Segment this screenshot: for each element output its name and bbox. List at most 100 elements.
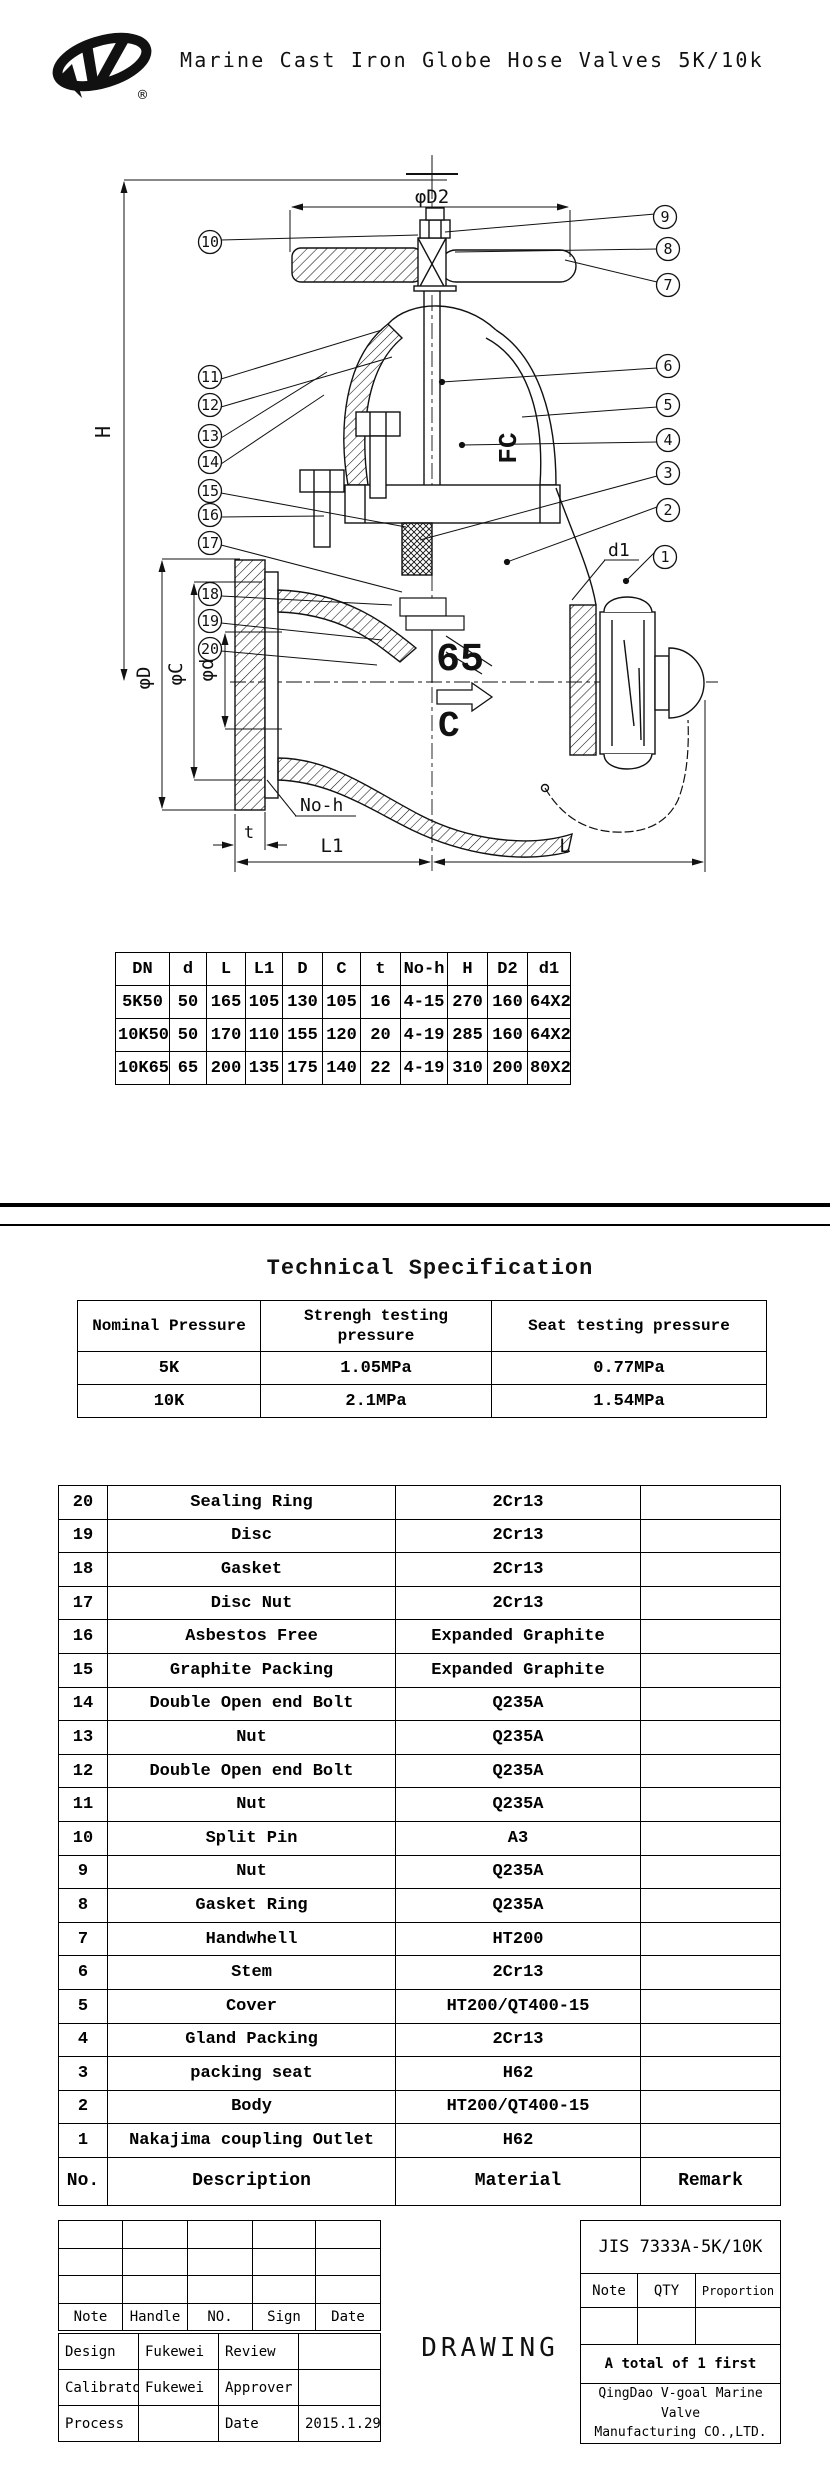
callout-3: 3 — [655, 460, 681, 486]
sheet-total: A total of 1 first — [579, 2344, 782, 2384]
handwheel-right — [439, 249, 577, 283]
body-right-curve — [555, 487, 597, 606]
valve-body-outline — [234, 207, 705, 858]
dimension-lines — [120, 156, 706, 872]
part-material-cell: HT200/QT400-15 — [395, 2089, 641, 2125]
part-material-cell: Q235A — [395, 1787, 641, 1822]
col-header: Note — [580, 2273, 638, 2308]
company-row: QingDao V-goal Marine Valve Manufacturin… — [579, 2383, 782, 2444]
drawing-number: JIS 7333A-5K/10K — [579, 2220, 782, 2274]
table-cell: 4-19 — [400, 1051, 448, 1085]
callout-9: 9 — [652, 204, 678, 230]
part-number-cell: 1 — [58, 2123, 108, 2158]
part-material-cell: A3 — [395, 1820, 641, 1856]
signature-cell: Date — [218, 2405, 299, 2442]
signature-cell: Approver — [218, 2369, 299, 2406]
callout-19: 19 — [197, 608, 223, 634]
svg-text:6: 6 — [663, 357, 672, 375]
table-cell: 50 — [169, 985, 207, 1019]
table-cell: 120 — [322, 1018, 361, 1052]
callout-6: 6 — [655, 353, 681, 379]
part-remark-cell — [640, 1988, 781, 2024]
table-cell: 160 — [487, 985, 528, 1019]
part-remark-cell — [640, 1552, 781, 1587]
packing-box — [401, 522, 433, 576]
label-d1: d1 — [608, 540, 630, 561]
signature-cell: Calibrator — [58, 2369, 139, 2406]
label-l1: L1 — [321, 835, 344, 857]
table-cell: 4-15 — [400, 985, 448, 1019]
signature-cell: Design — [58, 2333, 139, 2370]
svg-text:20: 20 — [201, 640, 219, 658]
drawing-number-row: JIS 7333A-5K/10K — [579, 2220, 782, 2274]
col-header: C — [322, 952, 361, 986]
lower-pipe-wall — [277, 757, 573, 858]
gasket-ring — [413, 285, 457, 292]
callout-2: 2 — [655, 497, 681, 523]
svg-text:9: 9 — [660, 208, 669, 226]
col-header: D2 — [487, 952, 528, 986]
part-description-cell: Nut — [107, 1787, 396, 1822]
part-material-cell: 2Cr13 — [395, 1585, 641, 1621]
part-description-cell: packing seat — [107, 2056, 396, 2091]
signature-row: Calibrator Fukewei Approver — [58, 2369, 381, 2406]
sheet-total-row: A total of 1 first — [579, 2344, 782, 2384]
callout-11: 11 — [197, 364, 223, 390]
part-description-cell: Disc — [107, 1518, 396, 1554]
label-dD: φD — [133, 667, 155, 690]
col-header: Remark — [640, 2156, 781, 2206]
parts-list-row: 9 Nut Q235A — [58, 1854, 781, 1890]
part-number-cell: 2 — [58, 2089, 108, 2125]
part-number-cell: 14 — [58, 1686, 108, 1722]
company-line-1: QingDao V-goal Marine Valve — [598, 2386, 763, 2421]
upper-pipe-wall — [277, 589, 418, 663]
svg-text:3: 3 — [663, 464, 672, 482]
dimension-table-row: 10K50 50 170 110 155 120 20 4-19 285 160… — [115, 1018, 571, 1052]
dimension-table-row: 5K50 50 165 105 130 105 16 4-15 270 160 … — [115, 985, 571, 1019]
part-remark-cell — [640, 2056, 781, 2091]
table-cell: 50 — [169, 1018, 207, 1052]
part-material-cell: H62 — [395, 2123, 641, 2158]
table-cell: 16 — [360, 985, 401, 1019]
table-cell: 175 — [282, 1051, 323, 1085]
part-description-cell: Stem — [107, 1955, 396, 1990]
callout-7: 7 — [655, 272, 681, 298]
table-cell: 20 — [360, 1018, 401, 1052]
parts-list-row: 5 Cover HT200/QT400-15 — [58, 1988, 781, 2024]
signature-cell — [298, 2369, 381, 2406]
col-header: H — [447, 952, 488, 986]
callout-14: 14 — [197, 449, 223, 475]
table-cell: 110 — [245, 1018, 283, 1052]
table-cell: 22 — [360, 1051, 401, 1085]
part-description-cell: Sealing Ring — [107, 1485, 396, 1520]
drawing-type-label: DRAWING — [421, 2333, 559, 2363]
col-header: Seat testing pressure — [491, 1300, 767, 1352]
part-remark-cell — [640, 1955, 781, 1990]
part-material-cell: Expanded Graphite — [395, 1619, 641, 1654]
svg-text:18: 18 — [201, 585, 219, 603]
table-cell: 80X2 — [527, 1051, 571, 1085]
title-block-info: JIS 7333A-5K/10K Note QTY Proportion A t… — [579, 2220, 782, 2444]
part-number-cell: 11 — [58, 1787, 108, 1822]
svg-text:13: 13 — [201, 427, 219, 445]
part-description-cell: Gland Packing — [107, 2022, 396, 2058]
svg-text:17: 17 — [201, 534, 219, 552]
section-divider-thick — [0, 1203, 830, 1207]
part-number-cell: 16 — [58, 1619, 108, 1654]
outlet-cap — [654, 647, 705, 719]
part-remark-cell — [640, 2123, 781, 2158]
part-remark-cell — [640, 1787, 781, 1822]
callout-1: 1 — [652, 544, 678, 570]
spec-section-title: Technical Specification — [266, 1256, 594, 1281]
part-material-cell: 2Cr13 — [395, 1552, 641, 1587]
part-material-cell: Q235A — [395, 1720, 641, 1755]
bonnet-flange — [344, 484, 561, 524]
label-d2: φD2 — [415, 186, 449, 208]
label-fc: FC — [494, 432, 524, 463]
table-cell: 64X2 — [527, 1018, 571, 1052]
col-header: Nominal Pressure — [77, 1300, 261, 1352]
disc-seat-detail — [399, 597, 493, 682]
svg-text:2: 2 — [663, 501, 672, 519]
svg-text:12: 12 — [201, 396, 219, 414]
